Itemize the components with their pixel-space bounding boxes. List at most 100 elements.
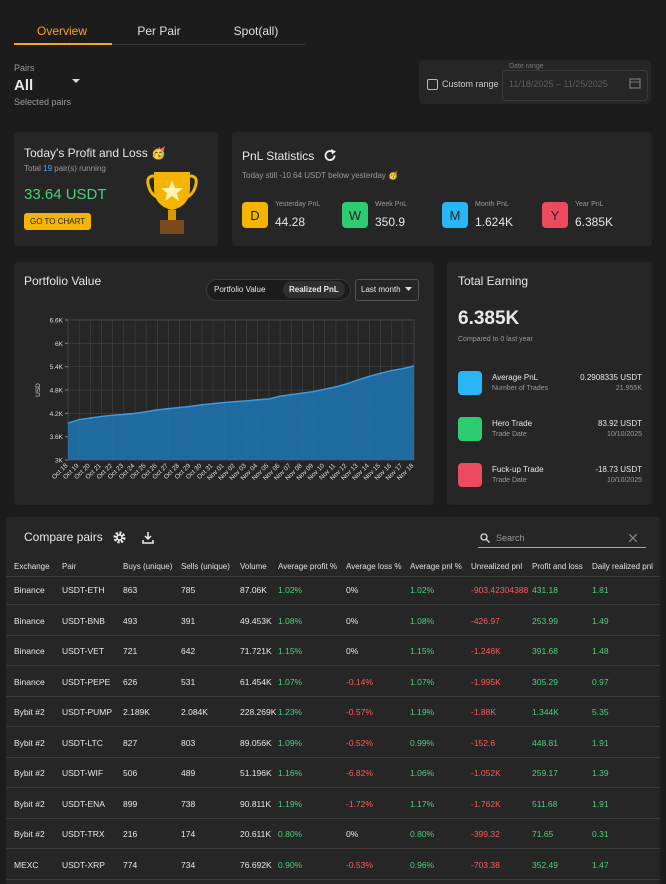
tab[interactable]: Spot(all): [233, 24, 279, 38]
table-cell: USDT-PEPE: [62, 676, 111, 687]
table-cell: 2.189K: [123, 707, 150, 717]
dropdown-arrow[interactable]: [72, 79, 80, 85]
row-divider: [6, 878, 660, 880]
table-cell: 352.49: [532, 859, 558, 870]
pairs-select[interactable]: All: [14, 77, 34, 94]
custom-range-checkbox[interactable]: [427, 79, 438, 90]
date-range-label: Date range: [507, 63, 546, 70]
table-cell: 1.08%: [410, 615, 435, 626]
stat-label: Year PnL: [575, 201, 604, 208]
table-cell: -1.72%: [346, 798, 373, 809]
clear-icon[interactable]: [629, 534, 637, 542]
table-cell: 1.344K: [532, 707, 559, 717]
table-cell: 76.692K: [240, 859, 272, 870]
text: pair(s) running: [54, 164, 106, 173]
table-cell: 49.453K: [240, 615, 272, 626]
earning-subvalue: 21.955K: [615, 385, 642, 392]
table-cell: 174: [181, 829, 196, 839]
table-cell: 1.09%: [278, 737, 303, 748]
custom-range-label: Custom range: [442, 79, 499, 89]
table-cell: -0.14%: [346, 676, 373, 687]
table-cell: 391.68: [532, 646, 558, 656]
earning-label: Fuck-up Trade: [492, 465, 544, 474]
date-range-value: 11/18/2025 – 11/25/2025: [509, 79, 608, 89]
earning-icon: [458, 371, 482, 395]
today-subtitle: Total 19 pair(s) running: [24, 164, 106, 173]
y-tick-label: 5.4K: [50, 364, 64, 371]
stat-icon: M: [442, 202, 468, 228]
row-divider: [6, 787, 660, 788]
table-cell: 493: [123, 615, 138, 626]
y-axis-label: USD: [35, 383, 42, 397]
compare-title: Compare pairs: [24, 530, 103, 544]
tab[interactable]: Per Pair: [137, 24, 181, 38]
search-input[interactable]: Search: [496, 533, 525, 543]
compare-card: [6, 517, 660, 884]
table-cell: 1.19%: [278, 798, 303, 809]
table-cell: 253.99: [532, 615, 558, 626]
refresh-icon[interactable]: [324, 149, 337, 162]
date-range-field[interactable]: [502, 70, 648, 101]
table-cell: -1.88K: [471, 707, 497, 717]
table-cell: Binance: [14, 646, 45, 656]
column-header: Average loss %: [346, 562, 402, 571]
table-cell: 626: [123, 676, 138, 687]
tab[interactable]: Overview: [36, 24, 88, 38]
table-cell: 511.68: [532, 798, 558, 809]
table-cell: 1.91: [592, 737, 609, 748]
table-cell: -1.995K: [471, 676, 501, 687]
table-cell: 1.06%: [410, 768, 435, 778]
table-cell: 0.80%: [410, 829, 435, 839]
toggle-active[interactable]: Realized PnL: [283, 281, 345, 298]
earning-sublabel: Trade Date: [492, 477, 527, 484]
today-amount: 33.64 USDT: [24, 186, 107, 203]
pnl-stats-card: [232, 132, 652, 246]
table-cell: 1.08%: [278, 615, 303, 626]
table-cell: 734: [181, 859, 196, 870]
table-cell: 228.269K: [240, 707, 277, 717]
table-cell: 89.056K: [240, 737, 272, 748]
table-cell: USDT-BNB: [62, 615, 105, 626]
stat-label: Yesterday PnL: [275, 201, 321, 208]
table-cell: 2.084K: [181, 707, 208, 717]
stat-label: Week PnL: [375, 201, 408, 208]
table-cell: 1.16%: [278, 768, 303, 778]
table-cell: -0.52%: [346, 737, 373, 748]
table-cell: USDT-PUMP: [62, 707, 113, 717]
pairs-label: Pairs: [14, 63, 35, 73]
table-cell: 1.15%: [410, 646, 435, 656]
go-to-chart-button[interactable]: GO TO CHART: [24, 213, 92, 230]
table-cell: 1.02%: [410, 585, 435, 595]
table-cell: 1.49: [592, 615, 609, 626]
dropdown-arrow[interactable]: [405, 287, 412, 292]
table-cell: 1.47: [592, 859, 609, 870]
toggle[interactable]: Portfolio Value: [214, 285, 266, 294]
table-cell: -426.97: [471, 615, 500, 626]
table-cell: 61.454K: [240, 676, 272, 687]
table-cell: Bybit #2: [14, 798, 45, 809]
row-divider: [6, 726, 660, 727]
column-header: Pair: [62, 562, 77, 571]
text: Total: [24, 164, 41, 173]
range-select[interactable]: [355, 279, 419, 301]
tab-divider: [14, 44, 305, 45]
column-header: Unrealized pnl: [471, 562, 523, 571]
table-cell: 1.15%: [278, 646, 303, 656]
table-cell: 391: [181, 615, 196, 626]
table-cell: 899: [123, 798, 138, 809]
row-divider: [6, 817, 660, 819]
line: [67, 365, 415, 424]
table-cell: USDT-ETH: [62, 585, 105, 595]
table-cell: Bybit #2: [14, 707, 45, 717]
area: [68, 365, 414, 460]
table-cell: -0.53%: [346, 859, 373, 870]
table-cell: 0.31: [592, 829, 609, 839]
column-header: Buys (unique): [123, 562, 173, 571]
download-icon[interactable]: [142, 531, 154, 544]
table-cell: -152.6: [471, 737, 496, 748]
stat-value: 350.9: [375, 215, 406, 229]
table-cell: 216: [123, 829, 138, 839]
table-cell: 1.48: [592, 646, 609, 656]
settings-icon[interactable]: [113, 531, 126, 544]
calendar-icon[interactable]: [629, 77, 641, 89]
